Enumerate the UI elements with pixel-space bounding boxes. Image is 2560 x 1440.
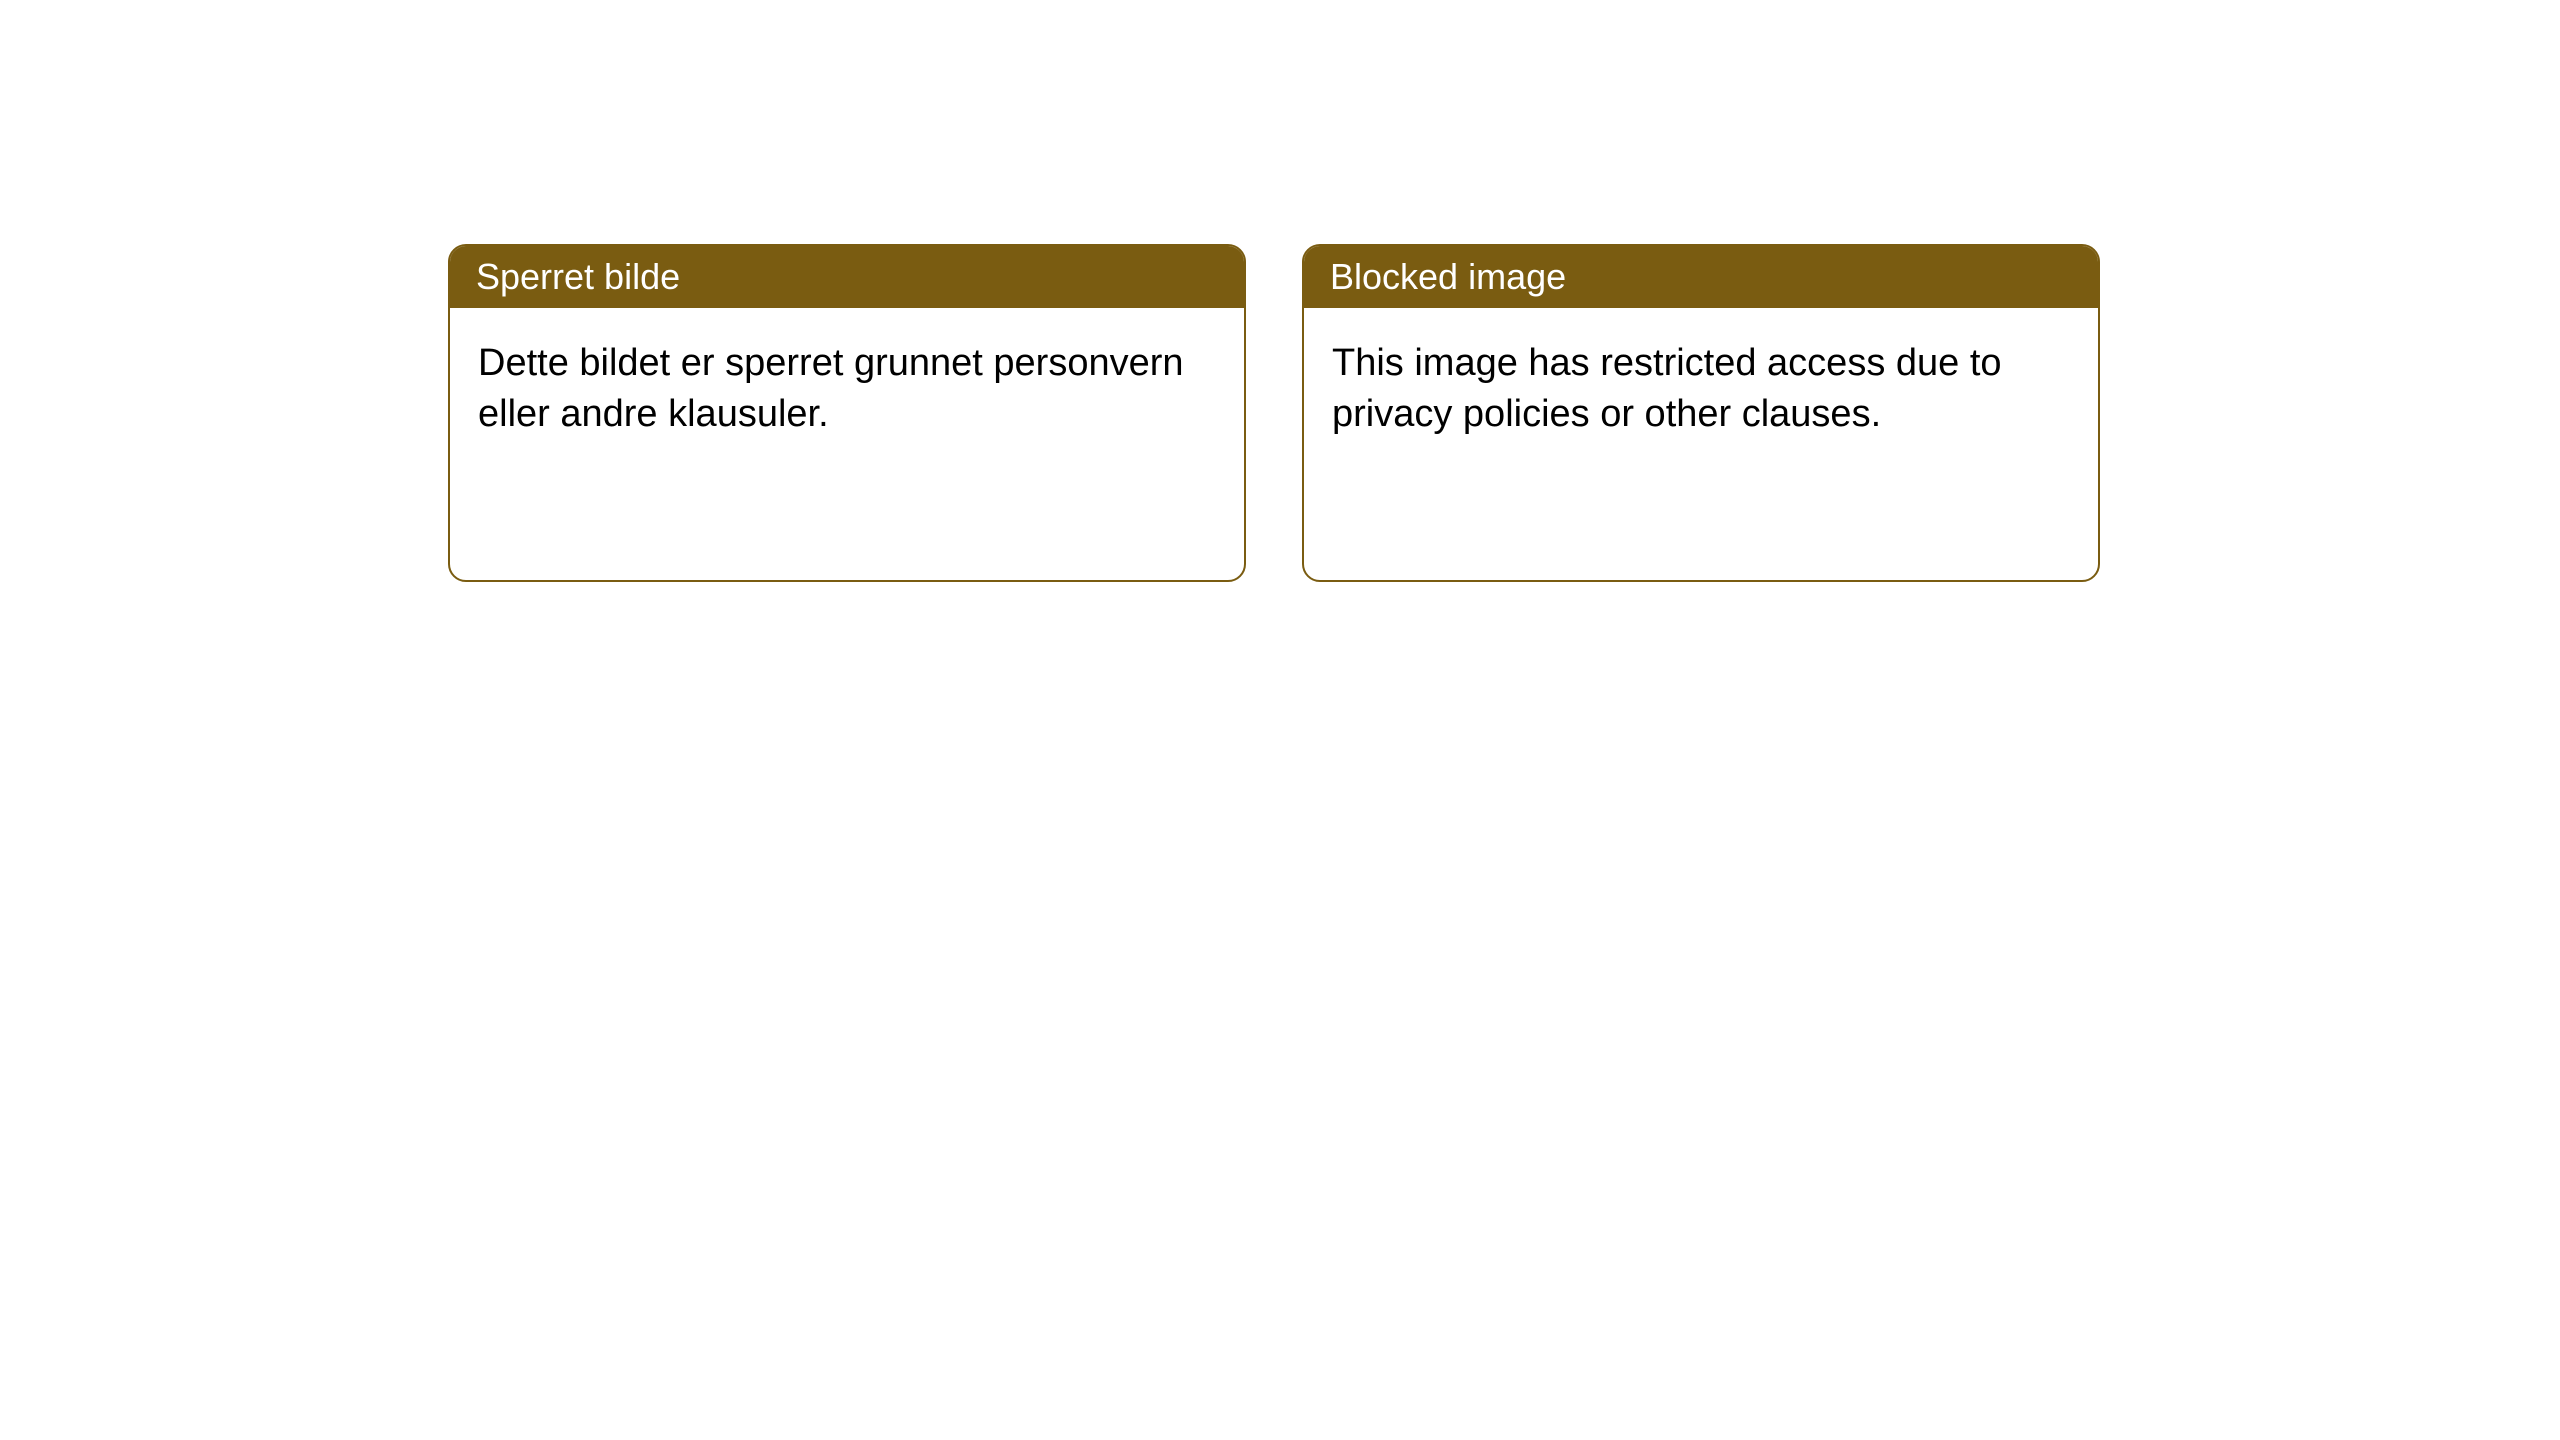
notice-body-text: Dette bildet er sperret grunnet personve… (450, 308, 1244, 580)
notice-container: Sperret bilde Dette bildet er sperret gr… (0, 0, 2560, 582)
notice-title: Blocked image (1304, 246, 2098, 308)
notice-title: Sperret bilde (450, 246, 1244, 308)
notice-card-norwegian: Sperret bilde Dette bildet er sperret gr… (448, 244, 1246, 582)
notice-body-text: This image has restricted access due to … (1304, 308, 2098, 580)
notice-card-english: Blocked image This image has restricted … (1302, 244, 2100, 582)
